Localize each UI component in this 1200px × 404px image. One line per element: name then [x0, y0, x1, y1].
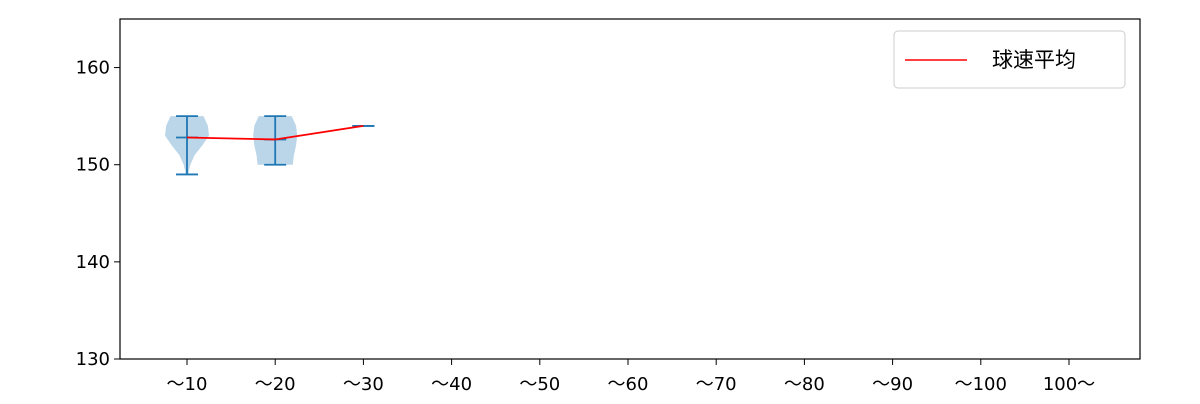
x-tick-label: ～10	[167, 374, 208, 395]
legend: 球速平均	[893, 30, 1126, 89]
x-tick-label: ～60	[608, 374, 649, 395]
y-tick-label: 160	[76, 58, 110, 79]
x-tick-label: ～70	[696, 374, 737, 395]
x-tick-label: ～90	[872, 374, 913, 395]
y-tick-label: 130	[76, 349, 110, 370]
mean-line	[186, 124, 364, 141]
x-tick-label: ～80	[784, 374, 825, 395]
x-tick-label: ～50	[519, 374, 560, 395]
x-tick-label: ～30	[343, 374, 384, 395]
legend-label-mean: 球速平均	[992, 48, 1076, 72]
legend-box	[893, 30, 1126, 89]
x-tick-label: ～20	[255, 374, 296, 395]
y-tick-label: 140	[76, 252, 110, 273]
x-tick-label: ～40	[431, 374, 472, 395]
x-tick-label: ～100	[955, 374, 1007, 395]
x-tick-label: 100～	[1043, 374, 1095, 395]
y-tick-label: 150	[76, 155, 110, 176]
